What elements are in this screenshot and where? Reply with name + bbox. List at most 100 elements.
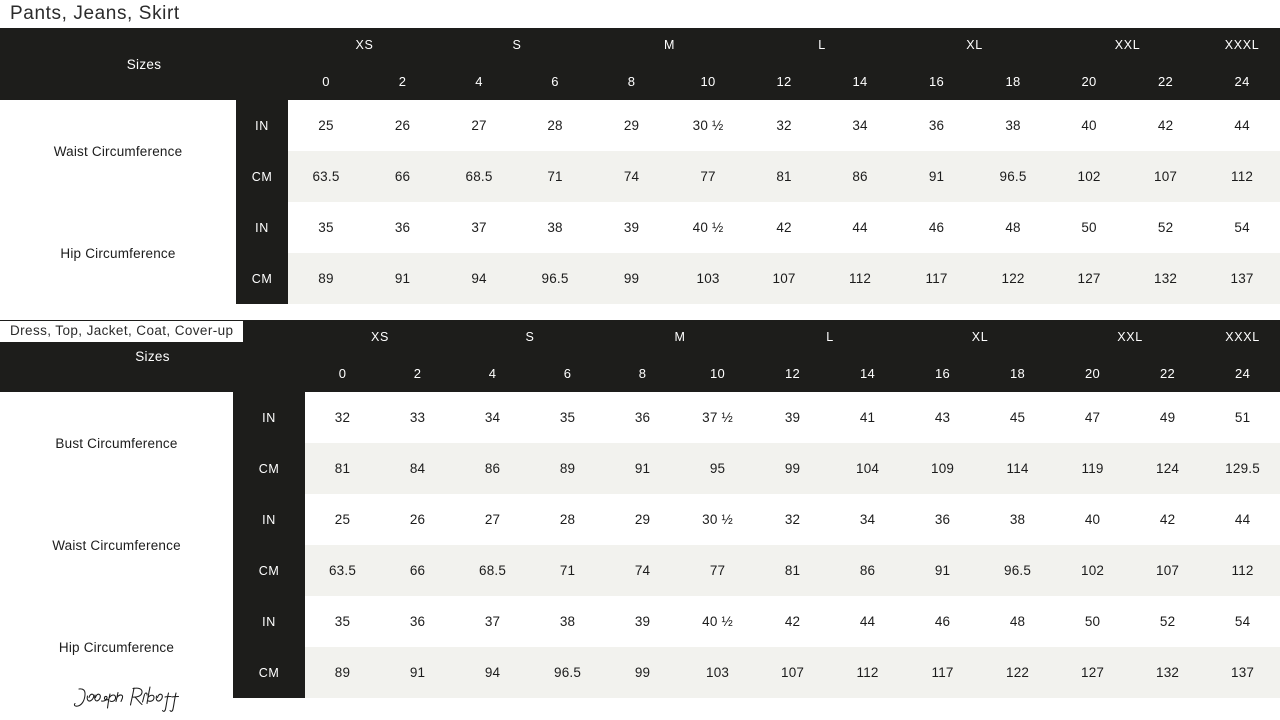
measurement-value: 32 bbox=[755, 494, 831, 545]
measurement-value: 112 bbox=[822, 253, 899, 304]
measurement-label: Bust Circumference bbox=[0, 392, 233, 494]
measurement-value: 127 bbox=[1055, 647, 1131, 698]
numeric-size-8: 8 bbox=[638, 365, 647, 381]
measurement-value: 63.5 bbox=[305, 545, 381, 596]
measurement-value: 71 bbox=[517, 151, 594, 202]
pants-table-body: Waist Circumference IN 25 26 27 28 29 30 ½ 32 34 3… bbox=[0, 100, 1280, 304]
numeric-size-20: 20 bbox=[1081, 73, 1097, 89]
measurement-value: 96.5 bbox=[980, 545, 1056, 596]
measurement-value: 38 bbox=[975, 100, 1052, 151]
measurement-value: 36 bbox=[364, 202, 442, 253]
numeric-size-14: 14 bbox=[860, 365, 876, 381]
measurement-value: 48 bbox=[980, 596, 1056, 647]
numeric-size-12: 12 bbox=[776, 73, 792, 89]
measurement-value: 99 bbox=[593, 253, 671, 304]
measurement-value: 30 ½ bbox=[670, 100, 747, 151]
measurement-value: 34 bbox=[455, 392, 531, 443]
size-group-xxl: XXL bbox=[1117, 330, 1143, 344]
measurement-value: 112 bbox=[1205, 545, 1280, 596]
measurement-label: Waist Circumference bbox=[0, 494, 233, 596]
measurement-value: 32 bbox=[746, 100, 823, 151]
table-row: Waist Circumference IN 25 26 27 28 29 30 ½ 32 34 3… bbox=[0, 100, 1280, 202]
measurement-value: 91 bbox=[898, 151, 976, 202]
measurement-value: 91 bbox=[905, 545, 981, 596]
measurement-value: 48 bbox=[975, 202, 1052, 253]
size-group-xl: XL bbox=[966, 38, 983, 52]
measurement-value: 91 bbox=[364, 253, 442, 304]
measurement-value: 45 bbox=[980, 392, 1056, 443]
measurement-value: 68.5 bbox=[441, 151, 518, 202]
size-group-xs: XS bbox=[355, 38, 374, 52]
unit-cell-cm: CM bbox=[236, 253, 289, 304]
measurement-value: 44 bbox=[1205, 494, 1280, 545]
measurement-value: 119 bbox=[1055, 443, 1131, 494]
numeric-size-22: 22 bbox=[1160, 365, 1176, 381]
measurement-value: 54 bbox=[1204, 202, 1280, 253]
measurement-value: 44 bbox=[1204, 100, 1280, 151]
numeric-size-10: 10 bbox=[700, 73, 716, 89]
numeric-size-2: 2 bbox=[398, 73, 407, 89]
table-row: Hip Circumference IN 35 36 37 38 39 40 ½ 42 44 46 4… bbox=[0, 202, 1280, 304]
measurement-value: 34 bbox=[830, 494, 906, 545]
size-group-m: M bbox=[674, 330, 686, 344]
measurement-value: 42 bbox=[746, 202, 823, 253]
size-group-s: S bbox=[525, 330, 535, 344]
table-row: Bust Circumference IN 32 33 34 35 36 37 ½ 39 41 43… bbox=[0, 392, 1280, 494]
measurement-value: 27 bbox=[441, 100, 518, 151]
size-group-m: M bbox=[663, 38, 676, 52]
unit-cell-in: IN bbox=[233, 494, 306, 545]
measurement-value: 102 bbox=[1051, 151, 1128, 202]
measurement-value: 46 bbox=[905, 596, 981, 647]
measurement-value: 122 bbox=[980, 647, 1056, 698]
measurement-value: 27 bbox=[455, 494, 531, 545]
numeric-size-10: 10 bbox=[710, 365, 726, 381]
measurement-value: 30 ½ bbox=[680, 494, 756, 545]
numeric-size-18: 18 bbox=[1010, 365, 1026, 381]
measurement-value: 44 bbox=[822, 202, 899, 253]
measurement-value: 46 bbox=[898, 202, 976, 253]
measurement-value: 43 bbox=[905, 392, 981, 443]
measurement-value: 99 bbox=[605, 647, 681, 698]
measurement-value: 86 bbox=[455, 443, 531, 494]
numeric-size-4: 4 bbox=[488, 365, 497, 381]
numeric-size-8: 8 bbox=[627, 73, 636, 89]
measurement-value: 89 bbox=[305, 647, 381, 698]
measurement-value: 129.5 bbox=[1205, 443, 1280, 494]
numeric-size-2: 2 bbox=[413, 365, 422, 381]
measurement-value: 74 bbox=[605, 545, 681, 596]
measurement-value: 103 bbox=[670, 253, 747, 304]
measurement-label: Hip Circumference bbox=[0, 202, 236, 304]
measurement-value: 32 bbox=[305, 392, 381, 443]
measurement-value: 33 bbox=[380, 392, 456, 443]
measurement-value: 132 bbox=[1130, 647, 1206, 698]
measurement-value: 102 bbox=[1055, 545, 1131, 596]
sizes-header-label: Sizes bbox=[0, 28, 289, 100]
measurement-value: 26 bbox=[380, 494, 456, 545]
measurement-value: 42 bbox=[1127, 100, 1205, 151]
measurement-value: 117 bbox=[898, 253, 976, 304]
measurement-value: 124 bbox=[1130, 443, 1206, 494]
pants-chart-title: Pants, Jeans, Skirt bbox=[10, 3, 180, 24]
numeric-size-18: 18 bbox=[1005, 73, 1021, 89]
numeric-size-4: 4 bbox=[475, 73, 483, 89]
measurement-value: 77 bbox=[670, 151, 747, 202]
measurement-value: 34 bbox=[822, 100, 899, 151]
numeric-size-14: 14 bbox=[852, 73, 868, 89]
table-row: Hip Circumference IN 35 36 37 38 39 40 ½ 42 44 46 4… bbox=[0, 596, 1280, 698]
measurement-value: 40 ½ bbox=[680, 596, 756, 647]
measurement-value: 112 bbox=[1204, 151, 1280, 202]
measurement-value: 74 bbox=[593, 151, 671, 202]
measurement-value: 36 bbox=[905, 494, 981, 545]
table-row: Waist Circumference IN 25 26 27 28 29 30 ½ 32 34 3… bbox=[0, 494, 1280, 596]
measurement-value: 81 bbox=[746, 151, 823, 202]
measurement-value: 38 bbox=[980, 494, 1056, 545]
measurement-value: 37 bbox=[441, 202, 518, 253]
measurement-value: 39 bbox=[755, 392, 831, 443]
measurement-value: 103 bbox=[680, 647, 756, 698]
numeric-size-24: 24 bbox=[1234, 73, 1250, 89]
measurement-value: 86 bbox=[830, 545, 906, 596]
numeric-size-0: 0 bbox=[322, 73, 330, 89]
measurement-value: 54 bbox=[1205, 596, 1280, 647]
unit-cell-in: IN bbox=[233, 596, 306, 647]
measurement-value: 44 bbox=[830, 596, 906, 647]
